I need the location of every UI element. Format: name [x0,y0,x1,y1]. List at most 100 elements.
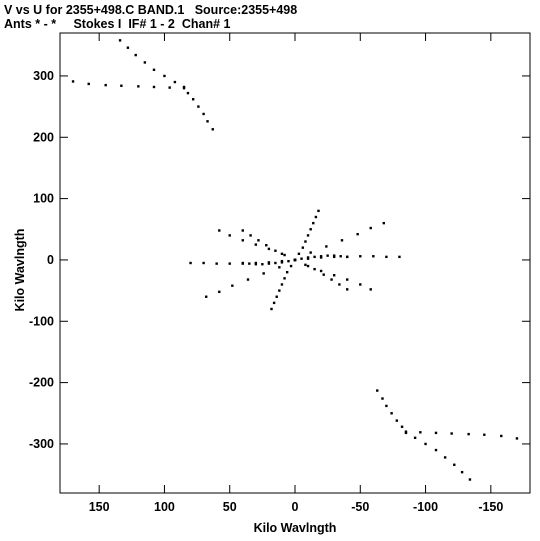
uv-point [346,255,349,259]
uv-point [434,431,438,435]
uv-point [120,84,123,87]
uv-point [297,252,301,255]
x-tick-label: 0 [292,500,299,514]
uv-point [152,68,156,71]
uv-point [267,247,271,251]
uv-point [346,278,349,281]
uv-point [246,278,250,281]
uv-point [280,261,284,264]
uv-point [319,256,323,259]
uv-point [206,120,209,123]
uv-point [215,262,218,265]
uv-point [293,258,297,262]
uv-point [382,221,385,225]
uv-point [104,83,107,87]
uv-point [163,74,166,78]
uv-point [453,463,456,466]
uv-point [312,221,315,225]
x-axis-label: Kilo Wavlngth [254,521,337,535]
uv-point [413,436,417,439]
uv-point [228,234,231,237]
uv-point [205,295,208,298]
y-tick-label: 200 [33,130,54,144]
x-tick-label: 100 [154,500,175,514]
uv-point [218,229,221,232]
uv-point [500,434,503,438]
uv-point [332,254,336,257]
uv-point [424,442,427,446]
axis-ticks: 150 100 50 0 -50 -100 -150 300 200 100 0 -100 -200 -3… [29,33,530,514]
uv-point [283,277,286,280]
uv-point [197,105,200,108]
uv-point [287,259,290,263]
uv-point [143,61,147,64]
uv-point [332,255,336,259]
uv-point [280,252,284,255]
uv-point [241,262,244,265]
uv-point [241,239,244,242]
uv-point [262,272,265,275]
uv-point [317,209,320,213]
uv-point [359,283,362,286]
x-tick-label: -50 [351,500,369,514]
uv-point [304,263,307,267]
plot-frame [59,32,531,494]
uv-point [319,269,323,273]
uv-point [191,98,195,101]
uv-point [285,271,289,274]
uv-point [270,307,273,311]
uv-point [443,456,447,459]
uv-point [202,261,205,265]
uv-point [278,289,281,292]
uv-point [289,264,293,268]
uv-point [369,288,372,291]
uv-point [134,53,137,57]
uv-point [71,80,75,83]
uv-point [369,226,372,230]
uv-point [280,283,284,286]
uv-point [381,397,384,400]
uv-point [126,46,130,49]
uv-point [400,425,404,428]
uv-point [326,254,329,257]
uv-point [338,283,341,286]
uv-point [280,259,284,263]
uv-point [395,419,399,422]
uv-point [182,85,186,89]
x-tick-label: 50 [223,500,237,514]
uv-point [322,273,325,276]
uv-point [283,253,286,257]
y-tick-label: 100 [33,192,54,206]
uv-point [300,257,303,260]
uv-point [372,255,375,258]
uv-point [306,256,310,259]
uv-point [249,234,252,237]
uv-point [309,228,312,231]
uv-point [434,448,438,452]
uv-point [376,389,379,392]
uv-point [306,264,310,268]
x-tick-label: -100 [413,500,438,514]
uv-point [241,229,244,232]
uv-point [261,263,264,266]
uv-point [385,255,388,259]
uv-point [313,267,316,271]
uv-point [254,243,258,246]
uv-point [301,246,305,249]
uv-point [274,261,277,265]
uv-point [325,245,328,248]
y-tick-label: 300 [33,69,54,83]
uv-point [168,86,171,89]
uv-point [118,39,122,42]
x-tick-label: 150 [89,500,110,514]
chart-subtitle: Ants * - * Stokes I IF# 1 - 2 Chan# 1 [4,17,231,31]
uv-point [182,87,186,90]
uv-point [306,234,310,237]
uv-point [339,255,342,258]
uv-point [309,251,312,254]
uv-point [306,257,310,260]
uv-point [173,80,177,84]
uv-point [467,432,470,436]
uv-point [267,262,271,265]
